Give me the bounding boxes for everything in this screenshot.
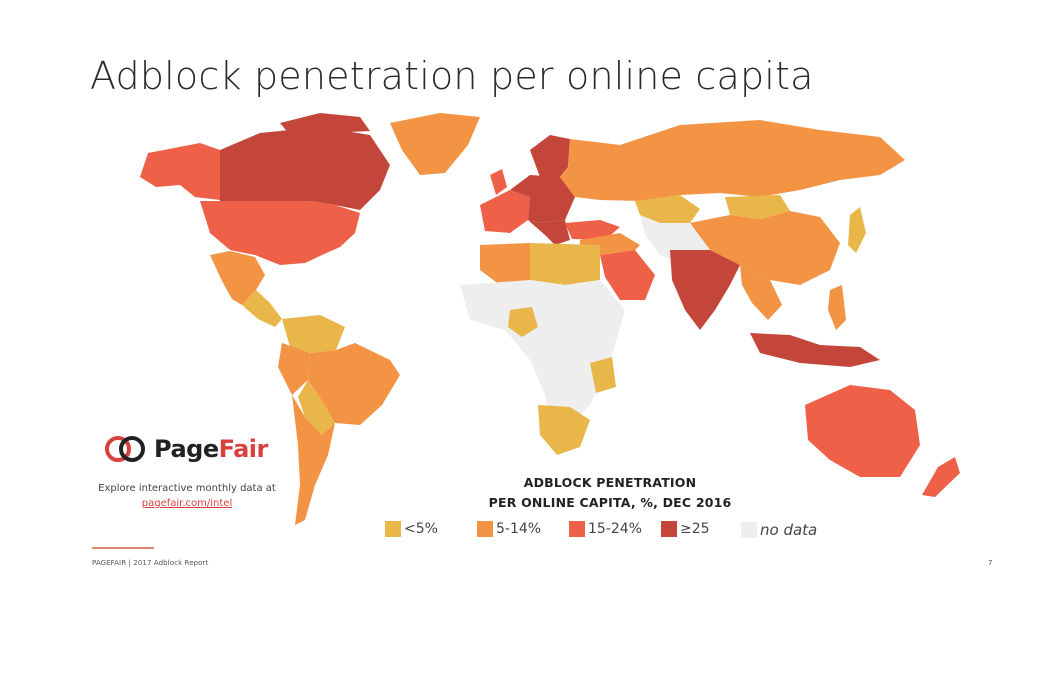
region-india [670,250,740,330]
world-map [140,113,960,525]
legend-item-25-plus: ≥25 [661,521,710,537]
footer-divider [92,547,154,549]
legend-label: no data [760,521,818,539]
region-uk [490,169,507,195]
pagefair-logo: PageFair [104,434,268,464]
pagefair-logo-icon [105,436,145,462]
region-nigeria [508,307,538,337]
region-canada [220,127,390,210]
region-saudi-arabia [600,250,655,300]
region-sub-saharan-nodata [460,280,625,425]
legend-item-no-data: no data [741,521,817,539]
region-australia [805,385,920,477]
region-indonesia [750,333,880,367]
slide-title: Adblock penetration per online capita [90,54,814,98]
legend-label: ≥25 [680,521,710,537]
region-scandinavia [530,135,570,183]
legend-swatch [477,521,493,537]
legend-swatch [385,521,401,537]
footer-text: PAGEFAIR | 2017 Adblock Report [92,559,209,567]
legend-label: 15-24% [588,521,642,537]
region-peru [278,343,310,395]
region-north-africa [480,243,530,285]
region-central-europe [510,175,575,223]
region-japan [848,207,866,253]
region-kenya-tanzania [590,357,616,393]
region-mongolia [725,195,790,219]
region-greenland [390,113,480,175]
region-southeast-asia [740,265,782,320]
region-italy-balkans [528,220,570,245]
region-egypt-libya [530,243,600,285]
region-argentina-chile [292,395,335,525]
region-western-europe [480,190,530,233]
region-usa [200,201,360,265]
region-russia [560,120,905,201]
legend-item-under-5: <5% [385,521,438,537]
region-canada-islands [280,113,370,135]
legend-item-5-14: 5-14% [477,521,541,537]
region-central-america [242,290,282,327]
explore-text: Explore interactive monthly data at [98,483,276,494]
region-kazakhstan [635,195,700,223]
legend-label: <5% [404,521,438,537]
region-mexico [210,251,265,305]
region-philippines [828,285,846,330]
explore-note: Explore interactive monthly data at page… [92,481,282,511]
legend-title-line-2: PER ONLINE CAPITA, %, DEC 2016 [488,495,732,510]
page-number: 7 [988,559,993,567]
region-brazil [308,343,400,425]
region-new-zealand [922,457,960,497]
region-south-africa [538,405,590,455]
region-bolivia-paraguay [298,380,335,435]
pagefair-logo-text: PageFair [154,435,268,463]
legend-swatch [569,521,585,537]
legend-swatch [741,522,757,538]
intel-link[interactable]: pagefair.com/intel [141,498,233,509]
region-china [690,211,840,285]
legend-title-line-1: ADBLOCK PENETRATION [523,475,697,490]
region-northern-south-america [282,315,345,353]
region-turkey [565,220,620,240]
region-alaska [140,143,220,200]
legend-swatch [661,521,677,537]
legend-title: ADBLOCK PENETRATION PER ONLINE CAPITA, %… [445,473,775,513]
legend-item-15-24: 15-24% [569,521,642,537]
legend-label: 5-14% [496,521,542,537]
